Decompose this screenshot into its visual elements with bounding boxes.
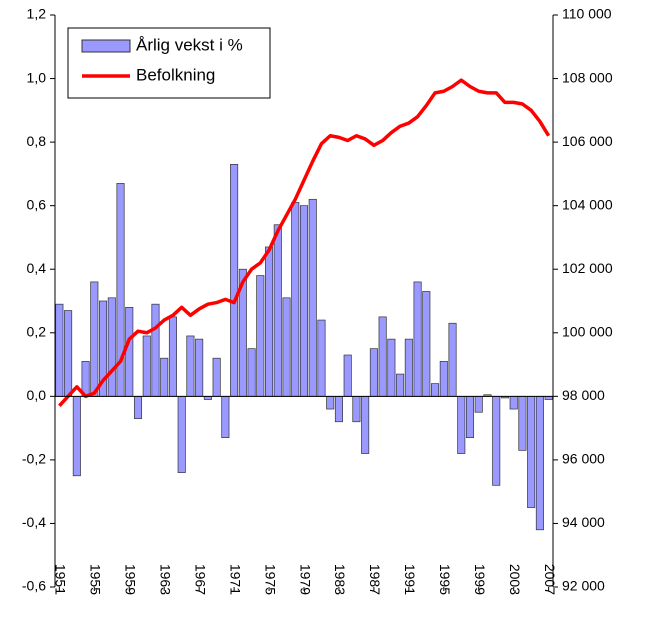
line bbox=[58, 78, 551, 408]
y-tick-label: 0,0 bbox=[27, 387, 47, 403]
y-tick-label: -0,6 bbox=[22, 578, 46, 594]
y-tick-label: 0,6 bbox=[27, 196, 47, 212]
bar bbox=[64, 310, 73, 397]
bar bbox=[195, 338, 204, 397]
bar bbox=[369, 348, 378, 397]
bar bbox=[308, 198, 317, 397]
bar bbox=[151, 303, 160, 397]
x-tick-label: 1999 bbox=[472, 564, 488, 595]
bar bbox=[291, 202, 300, 397]
bar bbox=[265, 246, 274, 397]
y2-tick-label: 108 000 bbox=[562, 69, 613, 85]
legend-label: Årlig vekst i % bbox=[136, 35, 243, 54]
bar bbox=[361, 395, 370, 454]
bar bbox=[282, 297, 291, 397]
y-tick-label: -0,4 bbox=[22, 514, 46, 530]
bar bbox=[465, 395, 475, 438]
bar bbox=[535, 395, 544, 531]
bar bbox=[509, 395, 518, 410]
bar bbox=[352, 395, 361, 423]
x-tick-label: 1979 bbox=[297, 564, 313, 595]
bar bbox=[457, 395, 466, 454]
bar bbox=[334, 395, 343, 423]
bar bbox=[396, 373, 405, 397]
bar bbox=[186, 335, 195, 397]
legend-swatch bbox=[81, 39, 131, 53]
bar bbox=[387, 338, 396, 397]
y2-tick-label: 110 000 bbox=[562, 6, 612, 22]
x-tick-label: 1987 bbox=[367, 564, 383, 595]
y-tick-label: -0,2 bbox=[22, 451, 46, 467]
bar bbox=[133, 395, 143, 419]
y-tick-label: 0,8 bbox=[27, 133, 47, 149]
bar bbox=[107, 297, 116, 397]
bar bbox=[273, 224, 282, 397]
bar bbox=[448, 322, 457, 397]
x-tick-label: 1951 bbox=[53, 564, 69, 595]
x-tick-label: 1971 bbox=[227, 564, 243, 595]
bar bbox=[72, 395, 81, 477]
bar bbox=[527, 395, 536, 508]
y2-tick-label: 94 000 bbox=[562, 514, 605, 530]
bar bbox=[404, 338, 413, 397]
bar bbox=[422, 291, 431, 397]
x-tick-label: 1959 bbox=[123, 564, 139, 595]
y2-tick-label: 100 000 bbox=[562, 323, 613, 339]
bar bbox=[212, 357, 221, 397]
legend-label: Befolkning bbox=[136, 65, 215, 84]
y2-tick-label: 102 000 bbox=[562, 260, 613, 276]
x-tick-label: 1967 bbox=[192, 564, 208, 595]
bar bbox=[299, 205, 309, 397]
y2-tick-label: 106 000 bbox=[562, 133, 613, 149]
bar bbox=[247, 348, 256, 397]
x-tick-label: 1975 bbox=[262, 564, 278, 595]
bar bbox=[317, 319, 326, 397]
y-tick-label: 1,0 bbox=[27, 69, 47, 85]
y2-tick-label: 98 000 bbox=[562, 387, 605, 403]
bar bbox=[413, 281, 422, 397]
bar bbox=[230, 164, 239, 397]
bar bbox=[55, 303, 64, 397]
bar bbox=[160, 357, 169, 397]
y2-tick-label: 92 000 bbox=[562, 578, 605, 594]
y2-tick-label: 96 000 bbox=[562, 451, 605, 467]
x-tick-label: 1995 bbox=[437, 564, 453, 595]
bar bbox=[256, 275, 265, 397]
bar bbox=[168, 316, 177, 397]
x-tick-label: 2007 bbox=[542, 564, 558, 595]
x-tick-label: 2003 bbox=[507, 564, 523, 595]
x-tick-label: 1991 bbox=[402, 564, 418, 595]
bar bbox=[326, 395, 335, 410]
bar bbox=[378, 316, 387, 397]
bar bbox=[125, 307, 134, 397]
bar bbox=[177, 395, 186, 473]
bar bbox=[518, 395, 527, 451]
y-tick-label: 0,2 bbox=[27, 323, 47, 339]
bar bbox=[142, 335, 151, 397]
bar bbox=[474, 395, 483, 413]
x-tick-label: 1963 bbox=[158, 564, 174, 595]
bar bbox=[343, 354, 352, 397]
bar bbox=[431, 383, 440, 397]
y-tick-label: 1,2 bbox=[27, 6, 47, 22]
x-tick-label: 1983 bbox=[332, 564, 348, 595]
bar bbox=[90, 281, 99, 397]
bar bbox=[221, 395, 230, 438]
y2-tick-label: 104 000 bbox=[562, 196, 613, 212]
x-tick-label: 1955 bbox=[88, 564, 104, 595]
y-tick-label: 0,4 bbox=[27, 260, 47, 276]
bar bbox=[492, 395, 501, 486]
bar bbox=[439, 361, 448, 397]
